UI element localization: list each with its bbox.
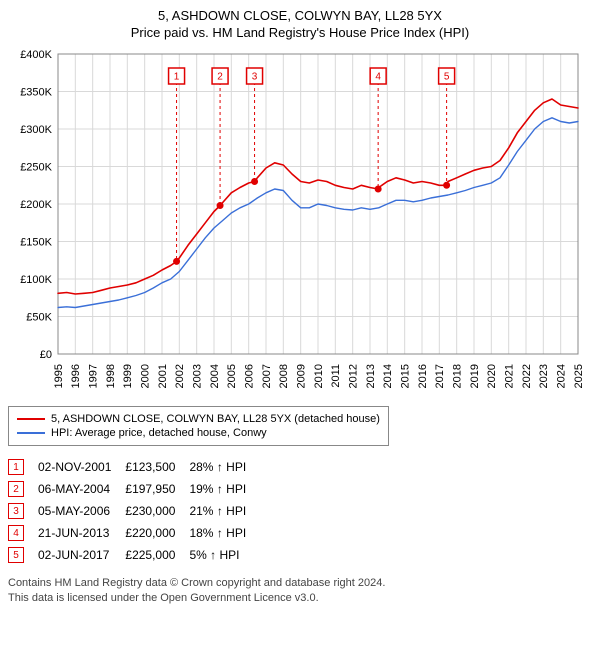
legend-swatch [17,418,45,420]
svg-text:£300K: £300K [20,124,52,136]
legend: 5, ASHDOWN CLOSE, COLWYN BAY, LL28 5YX (… [8,406,389,446]
legend-label: 5, ASHDOWN CLOSE, COLWYN BAY, LL28 5YX (… [51,413,380,425]
sale-marker-badge: 3 [8,503,24,519]
sale-price: £123,500 [125,456,189,478]
svg-text:1996: 1996 [70,364,82,388]
svg-text:£350K: £350K [20,87,52,99]
chart-title: 5, ASHDOWN CLOSE, COLWYN BAY, LL28 5YX [8,8,592,23]
svg-text:2010: 2010 [313,364,325,388]
arrow-up-icon: ↑ [210,548,216,562]
sale-pct: 28% ↑ HPI [189,456,260,478]
svg-text:2014: 2014 [382,364,394,388]
legend-swatch [17,432,45,434]
svg-text:2020: 2020 [486,364,498,388]
sale-marker-badge: 2 [8,481,24,497]
svg-text:2003: 2003 [192,364,204,388]
sale-pct: 18% ↑ HPI [189,522,260,544]
svg-text:2015: 2015 [400,364,412,388]
svg-text:2011: 2011 [330,364,342,388]
svg-text:2021: 2021 [504,364,516,388]
svg-text:2012: 2012 [348,364,360,388]
arrow-up-icon: ↑ [217,504,223,518]
sale-price: £225,000 [125,544,189,566]
svg-text:2013: 2013 [365,364,377,388]
sale-price: £197,950 [125,478,189,500]
svg-text:2023: 2023 [538,364,550,388]
svg-text:2000: 2000 [140,364,152,388]
svg-text:2019: 2019 [469,364,481,388]
svg-text:£50K: £50K [26,312,52,324]
sales-row: 3 05-MAY-2006£230,00021% ↑ HPI [8,500,260,522]
svg-text:2002: 2002 [174,364,186,388]
svg-text:£0: £0 [40,349,52,361]
svg-text:1999: 1999 [122,364,134,388]
svg-text:5: 5 [444,72,450,83]
svg-text:£250K: £250K [20,162,52,174]
price-chart: £0 £50K £100K £150K £200K £250K £300K £350K £400… [8,48,586,398]
sale-marker-badge: 4 [8,525,24,541]
svg-text:1995: 1995 [53,364,65,388]
svg-text:2016: 2016 [417,364,429,388]
sale-date: 02-NOV-2001 [38,456,125,478]
svg-text:2018: 2018 [452,364,464,388]
footer-line-1: Contains HM Land Registry data © Crown c… [8,576,592,591]
sale-date: 05-MAY-2006 [38,500,125,522]
svg-text:4: 4 [375,72,381,83]
svg-text:£400K: £400K [20,49,52,61]
arrow-up-icon: ↑ [217,526,223,540]
sale-date: 06-MAY-2004 [38,478,125,500]
svg-text:1: 1 [174,72,180,83]
legend-row: HPI: Average price, detached house, Conw… [17,427,380,439]
legend-row: 5, ASHDOWN CLOSE, COLWYN BAY, LL28 5YX (… [17,413,380,425]
svg-text:1997: 1997 [88,364,100,388]
sales-row: 5 02-JUN-2017£225,0005% ↑ HPI [8,544,260,566]
svg-text:2008: 2008 [278,364,290,388]
sale-marker-badge: 5 [8,547,24,563]
arrow-up-icon: ↑ [217,460,223,474]
sales-row: 1 02-NOV-2001£123,50028% ↑ HPI [8,456,260,478]
svg-text:2007: 2007 [261,364,273,388]
footer-attribution: Contains HM Land Registry data © Crown c… [8,576,592,606]
svg-text:3: 3 [252,72,258,83]
svg-text:£200K: £200K [20,199,52,211]
sale-price: £230,000 [125,500,189,522]
svg-text:£100K: £100K [20,274,52,286]
sale-pct: 19% ↑ HPI [189,478,260,500]
svg-text:2005: 2005 [226,364,238,388]
chart-subtitle: Price paid vs. HM Land Registry's House … [8,25,592,40]
sale-price: £220,000 [125,522,189,544]
sale-marker-badge: 1 [8,459,24,475]
svg-text:£150K: £150K [20,237,52,249]
svg-text:2024: 2024 [556,364,568,388]
svg-text:2001: 2001 [157,364,169,388]
arrow-up-icon: ↑ [217,482,223,496]
sale-date: 02-JUN-2017 [38,544,125,566]
svg-text:2022: 2022 [521,364,533,388]
svg-text:2: 2 [217,72,223,83]
footer-line-2: This data is licensed under the Open Gov… [8,591,592,606]
sale-date: 21-JUN-2013 [38,522,125,544]
sales-row: 4 21-JUN-2013£220,00018% ↑ HPI [8,522,260,544]
sales-row: 2 06-MAY-2004£197,95019% ↑ HPI [8,478,260,500]
svg-text:2009: 2009 [296,364,308,388]
sale-pct: 21% ↑ HPI [189,500,260,522]
chart-container: £0 £50K £100K £150K £200K £250K £300K £350K £400… [8,48,592,398]
svg-text:2025: 2025 [573,364,585,388]
svg-text:2006: 2006 [244,364,256,388]
legend-label: HPI: Average price, detached house, Conw… [51,427,267,439]
svg-text:2004: 2004 [209,364,221,388]
sale-pct: 5% ↑ HPI [189,544,260,566]
svg-text:1998: 1998 [105,364,117,388]
sales-table: 1 02-NOV-2001£123,50028% ↑ HPI 2 06-MAY-200… [8,456,260,566]
svg-text:2017: 2017 [434,364,446,388]
